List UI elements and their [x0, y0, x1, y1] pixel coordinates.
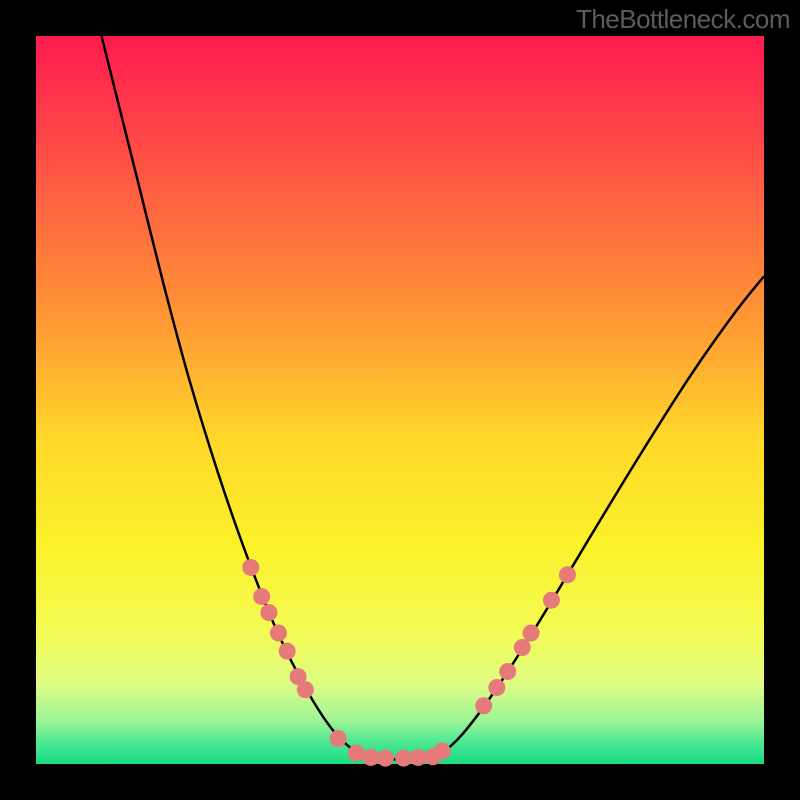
- chart-container: TheBottleneck.com: [0, 0, 800, 800]
- watermark-text: TheBottleneck.com: [576, 4, 790, 35]
- plot-area: [0, 0, 800, 800]
- bottleneck-chart: [0, 0, 800, 800]
